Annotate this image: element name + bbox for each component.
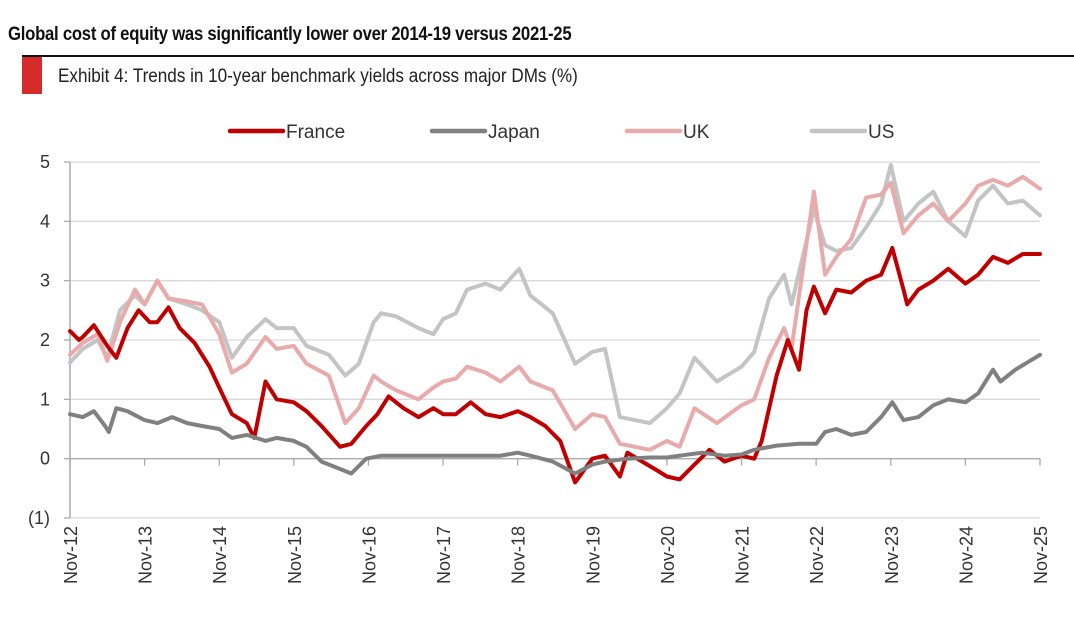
x-tick-label: Nov-17 [434,526,454,584]
y-tick-label: 0 [40,449,50,469]
legend-label-france: France [286,122,345,143]
y-tick-label: 3 [40,271,50,291]
header-rule [22,55,1074,57]
series-line-france [68,246,1042,485]
gridlines [70,161,1040,519]
series-line-japan [68,352,1042,476]
x-tick-label: Nov-15 [285,526,305,584]
legend-label-us: US [868,122,894,143]
x-tick-label: Nov-24 [956,526,976,584]
x-tick-label: Nov-20 [658,526,678,584]
x-tick-label: Nov-25 [1031,526,1051,584]
exhibit-title: Exhibit 4: Trends in 10-year benchmark y… [58,66,578,87]
series-lines [68,163,1042,485]
headline: Global cost of equity was significantly … [8,24,572,45]
legend: France Japan UK US [227,122,894,143]
x-tick-label: Nov-18 [509,526,529,584]
legend-label-uk: UK [683,122,710,143]
x-tick-label: Nov-21 [733,526,753,584]
axes: 5 4 3 2 1 0 (1) Nov-12 Nov-13 Nov-14 Nov-15 Nov-16 N… [28,152,1051,584]
x-tick-label: Nov-12 [61,526,81,584]
series-line-us [68,163,1042,426]
x-tick-label: Nov-23 [882,526,902,584]
x-tick-label: Nov-19 [583,526,603,584]
y-tick-label: 5 [40,152,50,172]
x-tick-label: Nov-13 [136,526,156,584]
x-tick-label: Nov-16 [359,526,379,584]
y-tick-label: (1) [28,508,50,528]
series-line-uk [68,174,1042,452]
legend-label-japan: Japan [488,122,540,143]
exhibit-accent-bar [22,57,42,94]
x-tick-label: Nov-14 [210,526,230,584]
x-tick-label: Nov-22 [807,526,827,584]
y-tick-label: 1 [40,389,50,409]
y-tick-label: 4 [40,211,50,231]
y-tick-label: 2 [40,330,50,350]
